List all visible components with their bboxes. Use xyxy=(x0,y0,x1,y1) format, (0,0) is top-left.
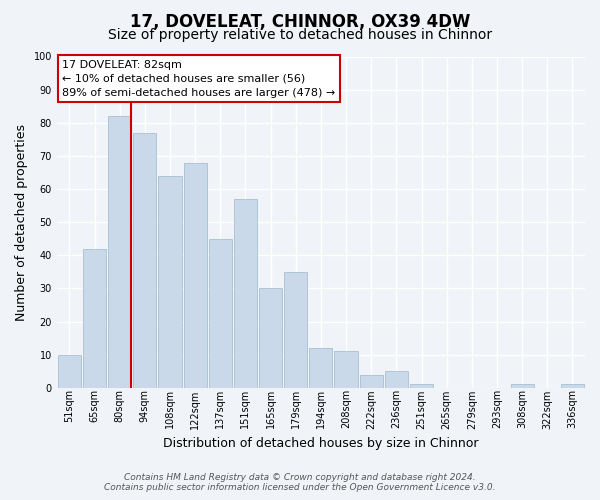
Bar xyxy=(385,371,408,388)
Bar xyxy=(359,374,383,388)
Bar xyxy=(108,116,131,388)
Text: Contains HM Land Registry data © Crown copyright and database right 2024.
Contai: Contains HM Land Registry data © Crown c… xyxy=(104,473,496,492)
Bar xyxy=(58,354,81,388)
Bar xyxy=(133,132,157,388)
Bar xyxy=(83,248,106,388)
Bar xyxy=(284,272,307,388)
Bar xyxy=(259,288,282,388)
Text: 17 DOVELEAT: 82sqm
← 10% of detached houses are smaller (56)
89% of semi-detache: 17 DOVELEAT: 82sqm ← 10% of detached hou… xyxy=(62,60,335,98)
Text: 17, DOVELEAT, CHINNOR, OX39 4DW: 17, DOVELEAT, CHINNOR, OX39 4DW xyxy=(130,12,470,30)
Bar xyxy=(209,238,232,388)
Bar xyxy=(511,384,533,388)
Bar xyxy=(158,176,182,388)
X-axis label: Distribution of detached houses by size in Chinnor: Distribution of detached houses by size … xyxy=(163,437,479,450)
Bar xyxy=(310,348,332,388)
Bar xyxy=(410,384,433,388)
Bar xyxy=(334,352,358,388)
Y-axis label: Number of detached properties: Number of detached properties xyxy=(15,124,28,320)
Bar xyxy=(561,384,584,388)
Bar xyxy=(184,162,207,388)
Text: Size of property relative to detached houses in Chinnor: Size of property relative to detached ho… xyxy=(108,28,492,42)
Bar xyxy=(234,199,257,388)
